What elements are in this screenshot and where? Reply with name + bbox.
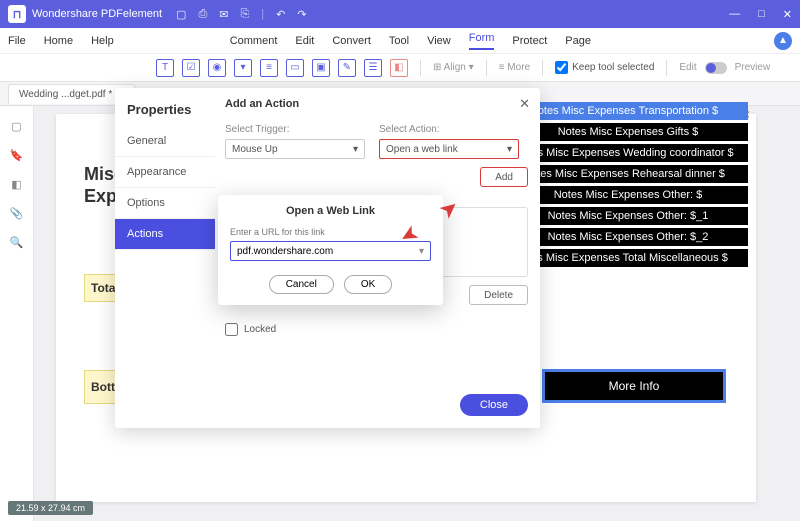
image-icon[interactable]: ▣ bbox=[312, 59, 330, 77]
tab-actions[interactable]: Actions bbox=[115, 219, 215, 250]
menu-help[interactable]: Help bbox=[91, 35, 114, 47]
thumbnails-icon[interactable]: ▢ bbox=[11, 120, 21, 133]
close-button[interactable]: Close bbox=[460, 394, 528, 416]
form-field[interactable]: Notes Misc Expenses Other: $ bbox=[508, 186, 748, 204]
title-quick-icons: ▢ ⎙ ✉ ⎘ | ↶ ↷ bbox=[176, 8, 307, 21]
tab-options[interactable]: Options bbox=[115, 188, 215, 219]
panel-title: Properties bbox=[127, 102, 191, 117]
close-icon[interactable]: ✕ bbox=[783, 8, 792, 21]
undo-icon[interactable]: ↶ bbox=[276, 8, 285, 21]
form-field[interactable]: Notes Misc Expenses Other: $_2 bbox=[508, 228, 748, 246]
preview-mode-label: Preview bbox=[735, 62, 771, 73]
button-icon[interactable]: ▭ bbox=[286, 59, 304, 77]
menu-page[interactable]: Page bbox=[565, 35, 591, 47]
status-bar: 21.59 x 27.94 cm bbox=[8, 501, 93, 515]
ok-button[interactable]: OK bbox=[344, 275, 392, 294]
print-icon[interactable]: ⎘ bbox=[240, 8, 249, 21]
form-field[interactable]: otes Misc Expenses Wedding coordinator $ bbox=[508, 144, 748, 162]
action-label: Select Action: bbox=[379, 124, 519, 135]
save-icon[interactable]: ⎙ bbox=[198, 8, 207, 21]
locked-checkbox[interactable]: Locked bbox=[225, 323, 528, 336]
mail-icon[interactable]: ✉ bbox=[219, 8, 228, 21]
form-field[interactable]: otes Misc Expenses Rehearsal dinner $ bbox=[508, 165, 748, 183]
align-label[interactable]: ⊞ Align ▾ bbox=[433, 62, 474, 73]
sign-icon[interactable]: ✎ bbox=[338, 59, 356, 77]
left-rail: ▢ 🔖 ◧ 📎 🔍 bbox=[0, 106, 34, 521]
app-logo: ⊓ bbox=[8, 5, 26, 23]
more-info-button[interactable]: More Info bbox=[542, 369, 726, 403]
menu-comment[interactable]: Comment bbox=[230, 35, 278, 47]
combo-icon[interactable]: ▾ bbox=[234, 59, 252, 77]
form-fields-list: otes Misc Expenses Transportation $ Note… bbox=[508, 102, 748, 270]
open-icon[interactable]: ▢ bbox=[176, 8, 186, 21]
attachment-icon[interactable]: 📎 bbox=[10, 207, 24, 220]
date-icon[interactable]: ☰ bbox=[364, 59, 382, 77]
user-avatar[interactable]: ▲ bbox=[774, 32, 792, 50]
menu-convert[interactable]: Convert bbox=[332, 35, 371, 47]
form-field[interactable]: Notes Misc Expenses Gifts $ bbox=[508, 123, 748, 141]
redo-icon[interactable]: ↷ bbox=[297, 8, 306, 21]
edit-mode-label: Edit bbox=[679, 62, 696, 73]
keep-tool-checkbox[interactable]: Keep tool selected bbox=[555, 61, 654, 74]
url-input[interactable]: pdf.wondershare.com▾ bbox=[230, 241, 431, 261]
form-toolbar: T ☑ ◉ ▾ ≡ ▭ ▣ ✎ ☰ ◧ ⊞ Align ▾ ≡ More Kee… bbox=[0, 54, 800, 82]
tab-general[interactable]: General bbox=[115, 126, 215, 157]
trigger-select[interactable]: Mouse Up▾ bbox=[225, 139, 365, 159]
title-bar: ⊓ Wondershare PDFelement ▢ ⎙ ✉ ⎘ | ↶ ↷ —… bbox=[0, 0, 800, 28]
menu-edit[interactable]: Edit bbox=[295, 35, 314, 47]
panel-sidebar: General Appearance Options Actions bbox=[115, 126, 215, 250]
add-button[interactable]: Add bbox=[480, 167, 528, 187]
form-field[interactable]: Notes Misc Expenses Other: $_1 bbox=[508, 207, 748, 225]
minimize-icon[interactable]: — bbox=[729, 8, 740, 21]
list-icon[interactable]: ≡ bbox=[260, 59, 278, 77]
delete-button[interactable]: Delete bbox=[469, 285, 528, 305]
radio-icon[interactable]: ◉ bbox=[208, 59, 226, 77]
search-icon[interactable]: 🔍 bbox=[10, 236, 24, 249]
menu-file[interactable]: File bbox=[8, 35, 26, 47]
eraser-icon[interactable]: ◧ bbox=[390, 59, 408, 77]
text-field-icon[interactable]: T bbox=[156, 59, 174, 77]
url-dialog-title: Open a Web Link bbox=[230, 205, 431, 217]
bookmark-icon[interactable]: 🔖 bbox=[10, 149, 24, 162]
menu-view[interactable]: View bbox=[427, 35, 451, 47]
menu-home[interactable]: Home bbox=[44, 35, 73, 47]
trigger-label: Select Trigger: bbox=[225, 124, 365, 135]
tab-title: Wedding ...dget.pdf * bbox=[19, 89, 112, 100]
menu-bar: File Home Help Comment Edit Convert Tool… bbox=[0, 28, 800, 54]
form-field[interactable]: tes Misc Expenses Total Miscellaneous $ bbox=[508, 249, 748, 267]
menu-form[interactable]: Form bbox=[469, 32, 495, 50]
menu-protect[interactable]: Protect bbox=[512, 35, 547, 47]
tab-appearance[interactable]: Appearance bbox=[115, 157, 215, 188]
more-label[interactable]: ≡ More bbox=[499, 62, 530, 73]
action-select[interactable]: Open a web link▾ bbox=[379, 139, 519, 159]
cancel-button[interactable]: Cancel bbox=[269, 275, 334, 294]
url-input-label: Enter a URL for this link bbox=[230, 227, 431, 237]
edit-preview-toggle[interactable] bbox=[705, 62, 727, 74]
url-dialog: Open a Web Link Enter a URL for this lin… bbox=[218, 195, 443, 305]
layers-icon[interactable]: ◧ bbox=[11, 178, 21, 191]
add-action-heading: Add an Action bbox=[225, 98, 528, 110]
app-title: Wondershare PDFelement bbox=[32, 8, 162, 20]
form-field[interactable]: otes Misc Expenses Transportation $ bbox=[508, 102, 748, 120]
checkbox-icon[interactable]: ☑ bbox=[182, 59, 200, 77]
menu-tool[interactable]: Tool bbox=[389, 35, 409, 47]
maximize-icon[interactable]: □ bbox=[758, 8, 765, 21]
